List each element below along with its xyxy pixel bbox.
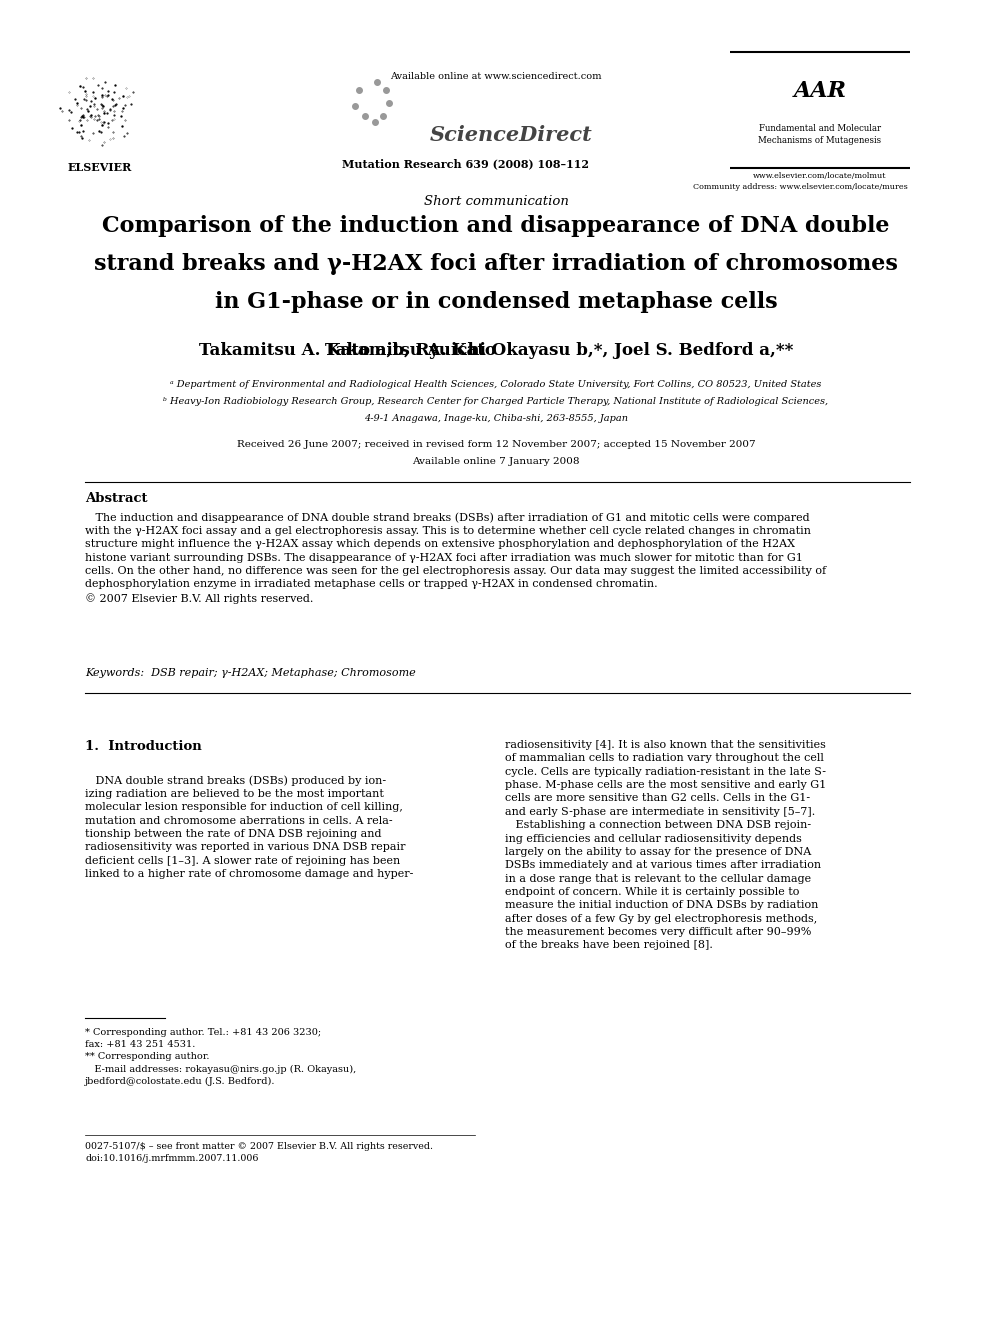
Text: in G1-phase or in condensed metaphase cells: in G1-phase or in condensed metaphase ce… bbox=[214, 291, 778, 314]
Text: Short communication: Short communication bbox=[424, 194, 568, 208]
Text: Keywords:  DSB repair; γ-H2AX; Metaphase; Chromosome: Keywords: DSB repair; γ-H2AX; Metaphase;… bbox=[85, 668, 416, 677]
Text: radiosensitivity [4]. It is also known that the sensitivities
of mammalian cells: radiosensitivity [4]. It is also known t… bbox=[505, 740, 826, 950]
Text: The induction and disappearance of DNA double strand breaks (DSBs) after irradia: The induction and disappearance of DNA d… bbox=[85, 512, 826, 603]
Text: strand breaks and γ-H2AX foci after irradiation of chromosomes: strand breaks and γ-H2AX foci after irra… bbox=[94, 253, 898, 275]
Text: ᵃ Department of Environmental and Radiological Health Sciences, Colorado State U: ᵃ Department of Environmental and Radiol… bbox=[171, 380, 821, 389]
Text: Available online 7 January 2008: Available online 7 January 2008 bbox=[413, 456, 579, 466]
Text: Fundamental and Molecular
Mechanisms of Mutagenesis: Fundamental and Molecular Mechanisms of … bbox=[759, 124, 882, 146]
Text: www.elsevier.com/locate/molmut: www.elsevier.com/locate/molmut bbox=[753, 172, 887, 180]
Text: 1.  Introduction: 1. Introduction bbox=[85, 740, 201, 753]
Text: ScienceDirect: ScienceDirect bbox=[430, 124, 592, 146]
Text: DNA double strand breaks (DSBs) produced by ion-
izing radiation are believed to: DNA double strand breaks (DSBs) produced… bbox=[85, 775, 414, 878]
Text: ᵇ Heavy-Ion Radiobiology Research Group, Research Center for Charged Particle Th: ᵇ Heavy-Ion Radiobiology Research Group,… bbox=[164, 397, 828, 406]
Text: AAR: AAR bbox=[794, 79, 846, 102]
Text: Takamitsu A. Kato: Takamitsu A. Kato bbox=[325, 343, 496, 359]
Text: Available online at www.sciencedirect.com: Available online at www.sciencedirect.co… bbox=[390, 71, 602, 81]
Text: Community address: www.elsevier.com/locate/mures: Community address: www.elsevier.com/loca… bbox=[692, 183, 908, 191]
Text: 4-9-1 Anagawa, Inage-ku, Chiba-shi, 263-8555, Japan: 4-9-1 Anagawa, Inage-ku, Chiba-shi, 263-… bbox=[364, 414, 628, 423]
Text: * Corresponding author. Tel.: +81 43 206 3230;
fax: +81 43 251 4531.
** Correspo: * Corresponding author. Tel.: +81 43 206… bbox=[85, 1028, 356, 1086]
Text: Mutation Research 639 (2008) 108–112: Mutation Research 639 (2008) 108–112 bbox=[342, 157, 589, 169]
Text: Comparison of the induction and disappearance of DNA double: Comparison of the induction and disappea… bbox=[102, 216, 890, 237]
Text: 0027-5107/$ – see front matter © 2007 Elsevier B.V. All rights reserved.
doi:10.: 0027-5107/$ – see front matter © 2007 El… bbox=[85, 1142, 433, 1163]
Text: Abstract: Abstract bbox=[85, 492, 148, 505]
Text: ELSEVIER: ELSEVIER bbox=[67, 161, 132, 173]
Text: Received 26 June 2007; received in revised form 12 November 2007; accepted 15 No: Received 26 June 2007; received in revis… bbox=[237, 441, 755, 448]
Text: Takamitsu A. Kato a,b, Ryuichi Okayasu b,*, Joel S. Bedford a,**: Takamitsu A. Kato a,b, Ryuichi Okayasu b… bbox=[198, 343, 794, 359]
